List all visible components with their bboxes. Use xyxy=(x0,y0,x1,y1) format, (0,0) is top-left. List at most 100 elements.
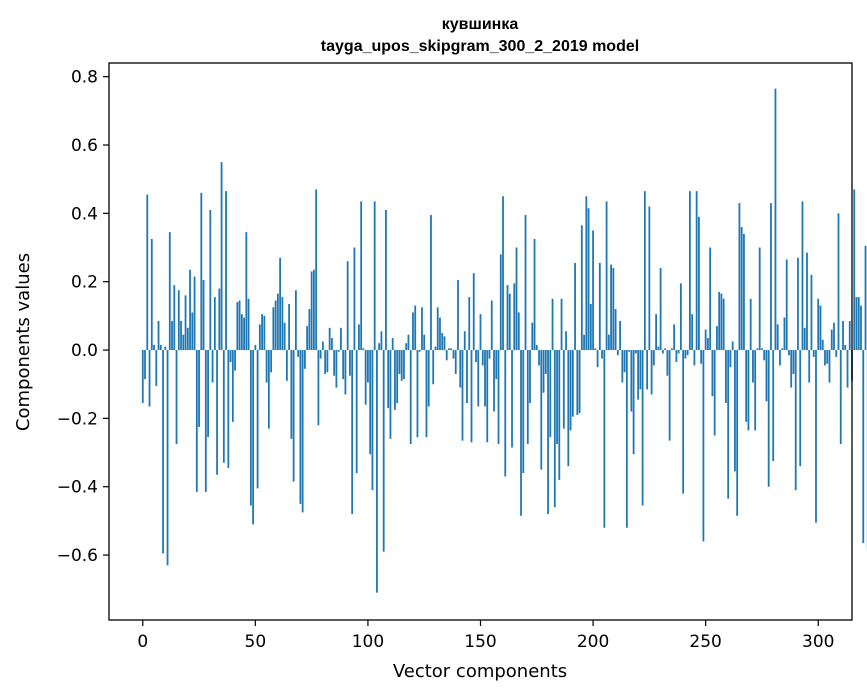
bar xyxy=(153,345,155,350)
bar xyxy=(601,350,603,359)
bar xyxy=(207,350,209,437)
bar xyxy=(689,191,691,350)
bar xyxy=(817,299,819,350)
bar xyxy=(759,248,761,351)
bar xyxy=(205,350,207,492)
bar xyxy=(223,350,225,463)
bar xyxy=(847,350,849,388)
bar xyxy=(180,321,182,350)
bar xyxy=(797,258,799,350)
bar xyxy=(482,350,484,365)
bar xyxy=(473,273,475,350)
bar xyxy=(234,350,236,371)
bar xyxy=(549,350,551,437)
bar xyxy=(860,306,862,350)
bar xyxy=(333,350,335,376)
bar xyxy=(545,350,547,374)
bar xyxy=(304,350,306,369)
bar xyxy=(725,350,727,403)
y-tick-label: −0.2 xyxy=(57,409,98,429)
bar xyxy=(626,350,628,528)
bar xyxy=(727,350,729,499)
bar xyxy=(302,350,304,512)
bar xyxy=(437,307,439,350)
bar xyxy=(293,350,295,482)
bar xyxy=(426,350,428,437)
bar xyxy=(356,350,358,473)
bar xyxy=(547,350,549,514)
bar xyxy=(660,268,662,350)
bar xyxy=(448,348,450,350)
bar xyxy=(484,350,486,406)
bar xyxy=(284,323,286,350)
bar xyxy=(381,331,383,350)
bar xyxy=(721,294,723,350)
bar xyxy=(322,342,324,351)
bar xyxy=(288,304,290,350)
bar xyxy=(826,350,828,364)
bar xyxy=(243,318,245,350)
bar xyxy=(194,277,196,350)
bar xyxy=(567,350,569,466)
bar xyxy=(592,230,594,350)
bar xyxy=(594,348,596,350)
bar xyxy=(230,350,232,362)
bar xyxy=(290,350,292,439)
bar xyxy=(171,321,173,350)
bar xyxy=(793,350,795,374)
bar xyxy=(691,314,693,350)
bar xyxy=(540,350,542,470)
bar xyxy=(236,302,238,350)
bar xyxy=(558,350,560,480)
bar xyxy=(811,275,813,350)
bar xyxy=(750,299,752,350)
bar xyxy=(209,210,211,350)
bar xyxy=(637,350,639,400)
y-tick-label: 0.2 xyxy=(71,273,98,293)
x-tick-label: 250 xyxy=(689,632,721,652)
bar xyxy=(162,350,164,553)
y-axis-label: Components values xyxy=(13,253,34,431)
bar xyxy=(581,225,583,350)
bar xyxy=(858,297,860,350)
bar xyxy=(403,350,405,379)
bar xyxy=(342,350,344,379)
bar xyxy=(338,350,340,352)
bar xyxy=(563,350,565,429)
bar xyxy=(525,215,527,350)
bar xyxy=(435,347,437,350)
bar xyxy=(865,246,867,350)
bar xyxy=(687,350,689,355)
bar xyxy=(295,290,297,350)
bar xyxy=(331,338,333,350)
bar xyxy=(644,191,646,350)
bar xyxy=(453,350,455,359)
bar xyxy=(849,321,851,350)
bar xyxy=(498,350,500,444)
bar xyxy=(741,227,743,350)
bar xyxy=(808,350,810,382)
bar xyxy=(621,350,623,382)
bar xyxy=(698,217,700,350)
bar xyxy=(261,314,263,350)
bar xyxy=(173,285,175,350)
bar xyxy=(336,350,338,388)
bar xyxy=(160,345,162,350)
bar xyxy=(820,306,822,350)
bar xyxy=(158,321,160,350)
x-tick-label: 200 xyxy=(577,632,609,652)
bar xyxy=(414,306,416,350)
bar xyxy=(401,350,403,381)
bar xyxy=(599,263,601,350)
bar xyxy=(306,326,308,350)
bar xyxy=(297,350,299,357)
bar xyxy=(340,328,342,350)
bar xyxy=(493,350,495,412)
bar xyxy=(757,348,759,350)
bar xyxy=(736,350,738,516)
bar xyxy=(320,350,322,359)
bar xyxy=(824,350,826,365)
bar xyxy=(270,350,272,372)
bar xyxy=(349,350,351,376)
bar xyxy=(363,348,365,350)
